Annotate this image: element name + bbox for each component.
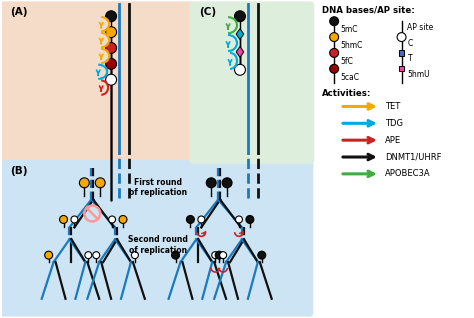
Polygon shape	[236, 29, 244, 39]
Circle shape	[330, 64, 338, 73]
Circle shape	[119, 216, 127, 224]
Text: First round
of replication: First round of replication	[128, 178, 187, 197]
Circle shape	[219, 252, 227, 259]
Circle shape	[235, 11, 246, 22]
Text: DNA bases/AP site:: DNA bases/AP site:	[322, 5, 415, 14]
Text: APOBEC3A: APOBEC3A	[385, 169, 430, 178]
Circle shape	[106, 43, 117, 53]
Circle shape	[109, 216, 116, 223]
Circle shape	[186, 216, 194, 224]
Circle shape	[212, 252, 219, 259]
Circle shape	[330, 17, 338, 26]
Circle shape	[215, 251, 223, 259]
Text: 5mC: 5mC	[340, 25, 357, 34]
Circle shape	[246, 216, 254, 224]
Circle shape	[236, 216, 243, 223]
Text: C: C	[408, 38, 413, 47]
Circle shape	[106, 11, 117, 22]
Text: (B): (B)	[10, 166, 27, 176]
Text: T: T	[408, 54, 412, 63]
Circle shape	[222, 178, 232, 188]
Bar	[399, 50, 404, 56]
Circle shape	[79, 178, 89, 188]
Circle shape	[131, 252, 138, 259]
FancyBboxPatch shape	[190, 1, 314, 164]
Text: (A): (A)	[10, 7, 27, 17]
Text: 5caC: 5caC	[340, 73, 359, 82]
Circle shape	[397, 33, 406, 42]
Text: Activities:: Activities:	[322, 89, 372, 98]
Text: TDG: TDG	[385, 119, 403, 128]
Circle shape	[71, 216, 78, 223]
Text: DNMT1/UHRF: DNMT1/UHRF	[385, 153, 441, 162]
Text: APE: APE	[385, 136, 401, 145]
Circle shape	[106, 27, 117, 38]
Bar	[399, 66, 404, 71]
Circle shape	[45, 251, 53, 259]
Text: 5fC: 5fC	[340, 57, 353, 66]
Text: AP site: AP site	[408, 23, 434, 32]
Circle shape	[330, 33, 338, 42]
Text: TET: TET	[385, 102, 400, 111]
Circle shape	[206, 178, 216, 188]
Circle shape	[106, 59, 117, 69]
Text: Second round
of replication: Second round of replication	[128, 235, 188, 255]
Circle shape	[235, 64, 246, 75]
Circle shape	[258, 251, 266, 259]
Text: 5hmC: 5hmC	[340, 41, 363, 50]
Text: (C): (C)	[200, 7, 217, 17]
Circle shape	[95, 178, 105, 188]
Circle shape	[198, 216, 205, 223]
Circle shape	[330, 48, 338, 57]
Circle shape	[85, 252, 92, 259]
Circle shape	[172, 251, 180, 259]
FancyBboxPatch shape	[0, 1, 194, 164]
Text: 5hmU: 5hmU	[408, 70, 430, 79]
FancyBboxPatch shape	[0, 160, 313, 317]
Circle shape	[93, 252, 100, 259]
Polygon shape	[236, 46, 244, 57]
Circle shape	[106, 74, 117, 85]
Circle shape	[60, 216, 67, 224]
